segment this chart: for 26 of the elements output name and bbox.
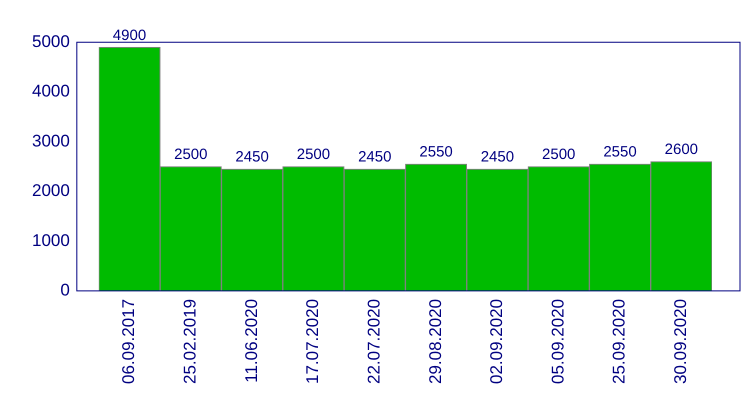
data-label: 2500 xyxy=(174,146,208,164)
data-label: 2600 xyxy=(664,141,698,158)
y-tick-label: 0 xyxy=(60,280,70,300)
x-tick-label: 25.02.2019 xyxy=(180,298,200,384)
x-tick-label: 25.09.2020 xyxy=(610,298,629,384)
data-label: 2500 xyxy=(542,146,576,164)
data-label: 2550 xyxy=(419,144,453,161)
data-label: 2450 xyxy=(358,148,392,166)
data-label: 2450 xyxy=(480,148,514,166)
x-tick-label: 11.06.2020 xyxy=(242,298,261,383)
y-tick-label: 4000 xyxy=(32,82,70,101)
x-tick-label: 02.09.2020 xyxy=(487,298,506,384)
y-tick-label: 1000 xyxy=(32,230,70,250)
x-tick-label: 05.09.2020 xyxy=(548,298,568,384)
x-tick-label: 22.07.2020 xyxy=(364,298,384,384)
y-tick-label: 5000 xyxy=(32,32,70,51)
data-label: 2450 xyxy=(235,148,269,166)
y-tick-label: 3000 xyxy=(32,131,70,150)
y-tick-label: 2000 xyxy=(32,181,70,200)
x-tick-label: 06.09.2017 xyxy=(119,298,138,384)
data-label: 2550 xyxy=(603,144,637,161)
data-label: 4900 xyxy=(112,26,146,44)
x-tick-label: 17.07.2020 xyxy=(303,298,322,384)
x-tick-label: 29.08.2020 xyxy=(426,298,445,384)
data-label: 2500 xyxy=(296,146,330,164)
x-tick-label: 30.09.2020 xyxy=(671,298,690,384)
